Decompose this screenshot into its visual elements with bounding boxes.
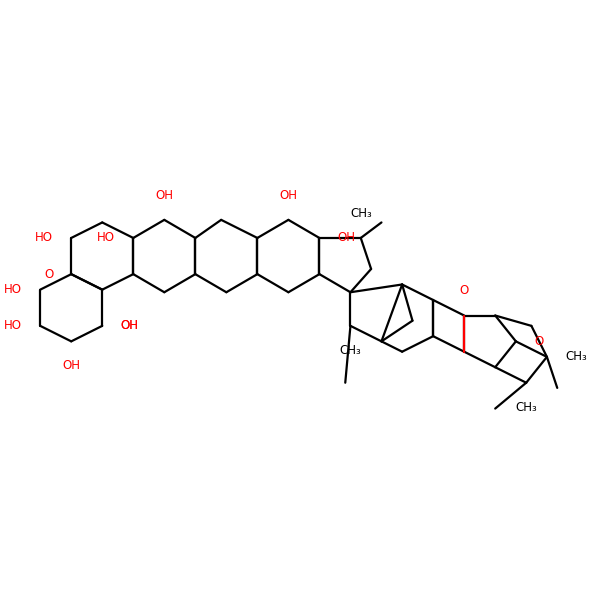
Text: CH₃: CH₃ — [350, 207, 371, 220]
Text: HO: HO — [4, 283, 22, 296]
Text: OH: OH — [338, 232, 356, 244]
Text: OH: OH — [280, 189, 298, 202]
Text: CH₃: CH₃ — [340, 344, 361, 357]
Text: OH: OH — [121, 319, 139, 332]
Text: HO: HO — [97, 232, 115, 244]
Text: HO: HO — [4, 319, 22, 332]
Text: CH₃: CH₃ — [515, 401, 537, 414]
Text: O: O — [44, 268, 53, 281]
Text: O: O — [460, 284, 469, 298]
Text: O: O — [534, 335, 543, 348]
Text: OH: OH — [121, 319, 139, 332]
Text: OH: OH — [155, 189, 173, 202]
Text: CH₃: CH₃ — [565, 350, 587, 364]
Text: OH: OH — [62, 359, 80, 373]
Text: HO: HO — [35, 232, 53, 244]
